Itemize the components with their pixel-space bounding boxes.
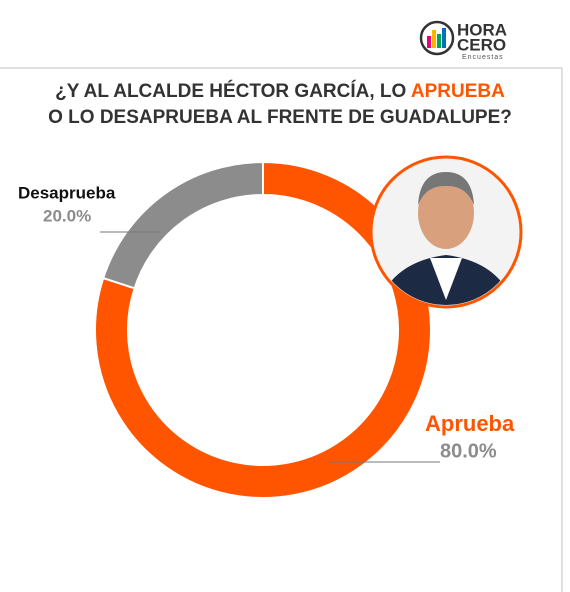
chart-title: ¿Y AL ALCALDE HÉCTOR GARCÍA, LO APRUEBA bbox=[55, 80, 505, 102]
logo-bar bbox=[432, 30, 436, 48]
photo-face bbox=[418, 177, 474, 249]
title-highlight: APRUEBA bbox=[411, 81, 505, 102]
logo-subtext: Encuestas bbox=[462, 54, 504, 61]
logo-text: CERO bbox=[457, 35, 506, 54]
logo: HORA CERO Encuestas bbox=[419, 20, 507, 61]
donut-slice bbox=[94, 160, 432, 499]
donut-slice bbox=[101, 160, 264, 290]
photo bbox=[369, 155, 523, 309]
value-label: 20.0% bbox=[43, 206, 91, 225]
logo-bar bbox=[437, 34, 441, 48]
logo-text: HORA bbox=[457, 20, 507, 39]
category-label: Desaprueba bbox=[18, 183, 116, 202]
logo-bar bbox=[442, 28, 446, 48]
title-part: ¿Y AL ALCALDE HÉCTOR GARCÍA, LO bbox=[55, 80, 411, 102]
chart-title: O LO DESAPRUEBA AL FRENTE DE GUADALUPE? bbox=[48, 107, 512, 128]
logo-bar bbox=[427, 36, 431, 48]
category-label: Aprueba bbox=[425, 411, 515, 436]
photo-shirt bbox=[430, 258, 462, 300]
donut bbox=[94, 160, 432, 499]
photo-hair bbox=[418, 172, 474, 205]
value-label: 80.0% bbox=[440, 440, 497, 462]
